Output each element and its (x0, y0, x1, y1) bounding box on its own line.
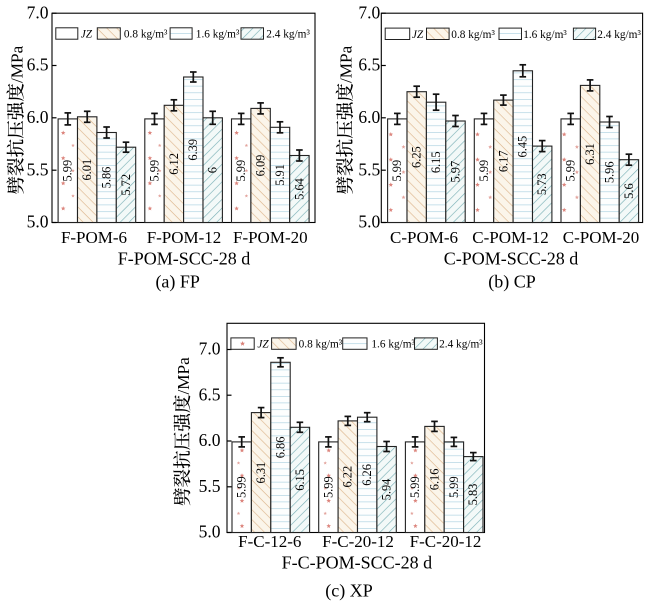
svg-text:JZ: JZ (257, 339, 269, 351)
svg-text:5.0: 5.0 (199, 522, 221, 542)
svg-text:6.39: 6.39 (186, 139, 200, 161)
svg-text:5.86: 5.86 (100, 167, 114, 189)
svg-text:5.99: 5.99 (408, 476, 422, 498)
svg-text:5.5: 5.5 (199, 476, 221, 496)
svg-text:/MPa: /MPa (174, 357, 193, 395)
svg-text:6.25: 6.25 (410, 146, 424, 168)
svg-text:(a) FP: (a) FP (155, 272, 200, 293)
svg-text:6.12: 6.12 (167, 153, 181, 175)
svg-text:F-C-12-6: F-C-12-6 (238, 532, 301, 551)
svg-text:5.0: 5.0 (27, 212, 49, 232)
svg-text:5.99: 5.99 (234, 160, 248, 182)
svg-text:1.6 kg/m³: 1.6 kg/m³ (196, 29, 240, 41)
svg-text:6.17: 6.17 (496, 150, 510, 172)
svg-text:5.99: 5.99 (564, 160, 578, 182)
svg-text:5.97: 5.97 (448, 161, 462, 183)
svg-text:6.0: 6.0 (358, 107, 380, 127)
svg-text:6.0: 6.0 (199, 430, 221, 450)
svg-text:6.16: 6.16 (427, 469, 441, 491)
svg-text:2.4 kg/m³: 2.4 kg/m³ (439, 339, 483, 351)
svg-text:6.31: 6.31 (583, 143, 597, 165)
svg-text:5.64: 5.64 (292, 178, 306, 200)
svg-text:F-POM-20: F-POM-20 (233, 228, 308, 247)
svg-text:7.0: 7.0 (27, 2, 49, 22)
svg-text:5.99: 5.99 (447, 476, 461, 498)
svg-text:JZ: JZ (81, 29, 93, 41)
svg-text:F-POM-6: F-POM-6 (61, 228, 127, 247)
svg-text:6: 6 (206, 167, 220, 173)
svg-text:(c) XP: (c) XP (325, 581, 373, 602)
svg-text:5.0: 5.0 (358, 212, 380, 232)
svg-text:7.0: 7.0 (199, 339, 221, 359)
svg-text:7.0: 7.0 (358, 2, 380, 22)
svg-text:5.6: 5.6 (622, 183, 636, 199)
svg-text:2.4 kg/m³: 2.4 kg/m³ (266, 29, 310, 41)
svg-text:5.72: 5.72 (119, 174, 133, 196)
svg-text:C-POM-12: C-POM-12 (472, 228, 549, 247)
svg-text:6.09: 6.09 (254, 155, 268, 177)
svg-text:6.86: 6.86 (273, 437, 287, 459)
svg-text:F-POM-SCC-28 d: F-POM-SCC-28 d (118, 249, 251, 269)
svg-text:1.6 kg/m³: 1.6 kg/m³ (523, 29, 567, 41)
svg-text:5.5: 5.5 (358, 159, 380, 179)
svg-text:C-POM-SCC-28 d: C-POM-SCC-28 d (444, 249, 579, 269)
svg-text:1.6 kg/m³: 1.6 kg/m³ (371, 339, 415, 351)
svg-text:5.83: 5.83 (466, 484, 480, 506)
svg-text:6.31: 6.31 (254, 462, 268, 484)
svg-text:0.8 kg/m³: 0.8 kg/m³ (451, 29, 495, 41)
svg-text:0.8 kg/m³: 0.8 kg/m³ (299, 339, 343, 351)
svg-text:6.5: 6.5 (199, 384, 221, 404)
svg-text:F-C-20-12: F-C-20-12 (410, 532, 482, 551)
svg-text:6.5: 6.5 (27, 55, 49, 75)
svg-text:5.99: 5.99 (321, 476, 335, 498)
svg-text:(b) CP: (b) CP (488, 272, 536, 293)
svg-text:5.99: 5.99 (235, 476, 249, 498)
svg-text:F-C-POM-SCC-28 d: F-C-POM-SCC-28 d (282, 552, 433, 572)
svg-text:6.15: 6.15 (429, 151, 443, 173)
svg-text:6.5: 6.5 (358, 55, 380, 75)
svg-text:/MPa: /MPa (337, 45, 356, 83)
svg-text:C-POM-20: C-POM-20 (563, 228, 640, 247)
svg-text:JZ: JZ (412, 29, 424, 41)
svg-text:2.4 kg/m³: 2.4 kg/m³ (597, 29, 641, 41)
svg-text:5.5: 5.5 (27, 159, 49, 179)
svg-text:5.99: 5.99 (477, 160, 491, 182)
svg-text:C-POM-6: C-POM-6 (390, 228, 458, 247)
svg-text:6.45: 6.45 (516, 136, 530, 158)
svg-text:6.26: 6.26 (360, 464, 374, 486)
svg-text:F-POM-12: F-POM-12 (147, 228, 222, 247)
svg-text:5.91: 5.91 (273, 164, 287, 186)
svg-text:5.96: 5.96 (602, 161, 616, 183)
svg-text:5.99: 5.99 (390, 160, 404, 182)
svg-text:5.94: 5.94 (380, 479, 394, 501)
svg-text:5.73: 5.73 (535, 173, 549, 195)
svg-text:6.22: 6.22 (341, 466, 355, 488)
svg-text:/MPa: /MPa (7, 45, 26, 83)
svg-text:5.99: 5.99 (61, 160, 75, 182)
svg-text:6.15: 6.15 (293, 469, 307, 491)
svg-text:6.0: 6.0 (27, 107, 49, 127)
svg-text:5.99: 5.99 (147, 160, 161, 182)
svg-text:6.01: 6.01 (80, 159, 94, 181)
svg-text:F-C-20-12: F-C-20-12 (322, 532, 394, 551)
svg-text:0.8 kg/m³: 0.8 kg/m³ (124, 29, 168, 41)
